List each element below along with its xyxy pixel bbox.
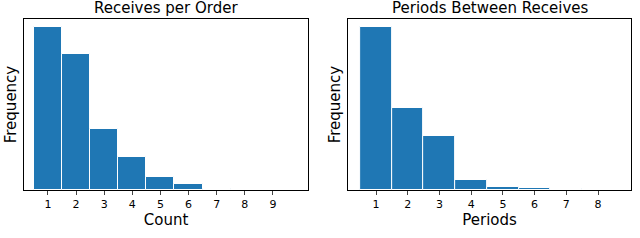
svg-text:4: 4 — [468, 198, 475, 211]
svg-text:7: 7 — [563, 198, 570, 211]
svg-text:6: 6 — [531, 198, 538, 211]
svg-text:5: 5 — [157, 198, 164, 211]
svg-text:3: 3 — [101, 198, 108, 211]
svg-text:2: 2 — [404, 198, 411, 211]
svg-text:4: 4 — [129, 198, 136, 211]
svg-text:Periods Between Receives: Periods Between Receives — [392, 0, 588, 17]
svg-text:9: 9 — [269, 198, 276, 211]
svg-text:1: 1 — [373, 198, 380, 211]
svg-text:8: 8 — [595, 198, 602, 211]
svg-text:Periods: Periods — [462, 211, 517, 229]
svg-text:Receives per Order: Receives per Order — [94, 0, 238, 17]
svg-text:Frequency: Frequency — [326, 66, 344, 144]
svg-text:Count: Count — [144, 211, 189, 229]
svg-text:5: 5 — [499, 198, 506, 211]
svg-text:6: 6 — [185, 198, 192, 211]
svg-text:1: 1 — [44, 198, 51, 211]
svg-text:8: 8 — [241, 198, 248, 211]
svg-text:Frequency: Frequency — [2, 66, 20, 144]
svg-text:7: 7 — [213, 198, 220, 211]
svg-text:3: 3 — [436, 198, 443, 211]
svg-text:2: 2 — [73, 198, 80, 211]
